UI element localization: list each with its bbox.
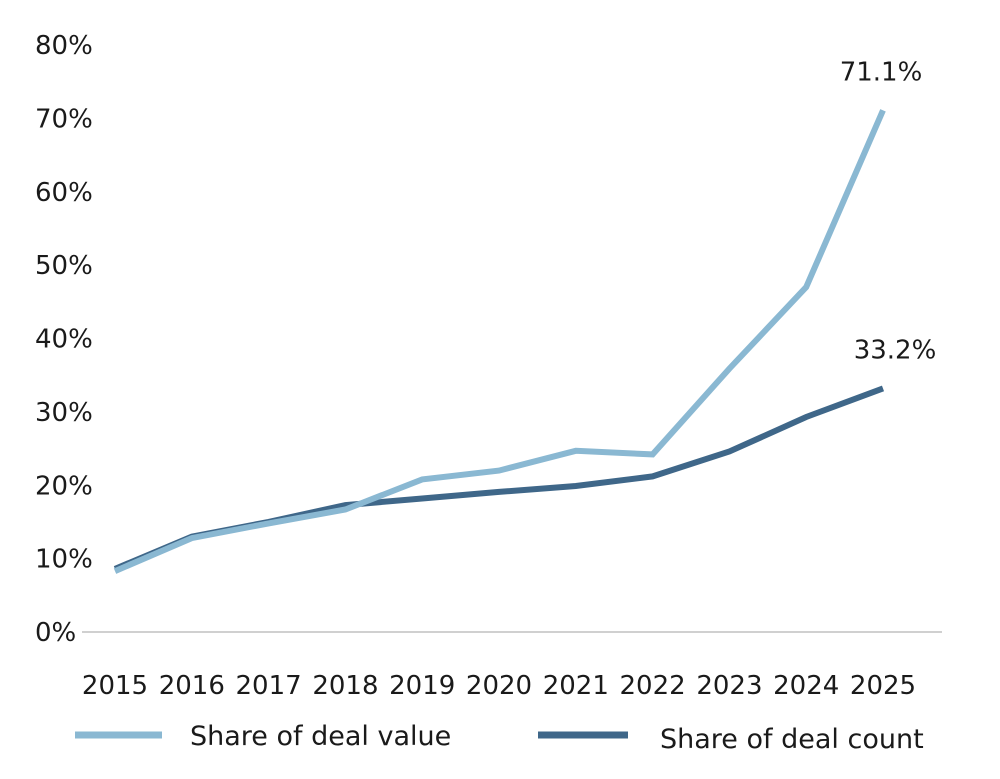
- y-tick-label: 50%: [35, 251, 93, 281]
- series-line-deal-count: [113, 385, 885, 572]
- x-tick-label: 2023: [696, 671, 762, 701]
- y-tick-label: 70%: [35, 104, 93, 134]
- y-tick-label: 40%: [35, 325, 93, 355]
- end-data-label: 33.2%: [854, 335, 937, 365]
- x-tick-label: 2025: [850, 671, 916, 701]
- y-tick-label: 10%: [35, 545, 93, 575]
- x-tick-label: 2020: [466, 671, 532, 701]
- x-tick-label: 2016: [159, 671, 225, 701]
- legend-label: Share of deal count: [660, 724, 924, 755]
- data-labels: 71.1% 33.2%: [840, 57, 937, 365]
- x-tick-label: 2017: [236, 671, 302, 701]
- x-tick-label: 2015: [82, 671, 148, 701]
- series-line-deal-value: [113, 109, 886, 574]
- y-tick-label: 0%: [35, 618, 76, 648]
- y-tick-label: 20%: [35, 471, 93, 501]
- end-data-label: 71.1%: [840, 57, 923, 87]
- x-tick-label: 2019: [389, 671, 455, 701]
- x-tick-label: 2022: [620, 671, 686, 701]
- x-axis-labels: 2015 2016 2017 2018 2019 2020 2021 2022 2023 2024…: [82, 671, 916, 701]
- legend-label: Share of deal value: [190, 721, 451, 752]
- x-tick-label: 2024: [773, 671, 839, 701]
- x-tick-label: 2021: [543, 671, 609, 701]
- y-tick-label: 80%: [35, 31, 93, 61]
- series-lines: [113, 109, 886, 574]
- y-axis-labels: 0% 10% 20% 30% 40% 50% 60% 70% 80%: [35, 31, 93, 648]
- legend: Share of deal value Share of deal count: [75, 721, 924, 755]
- x-tick-label: 2018: [312, 671, 378, 701]
- y-tick-label: 30%: [35, 398, 93, 428]
- y-tick-label: 60%: [35, 178, 93, 208]
